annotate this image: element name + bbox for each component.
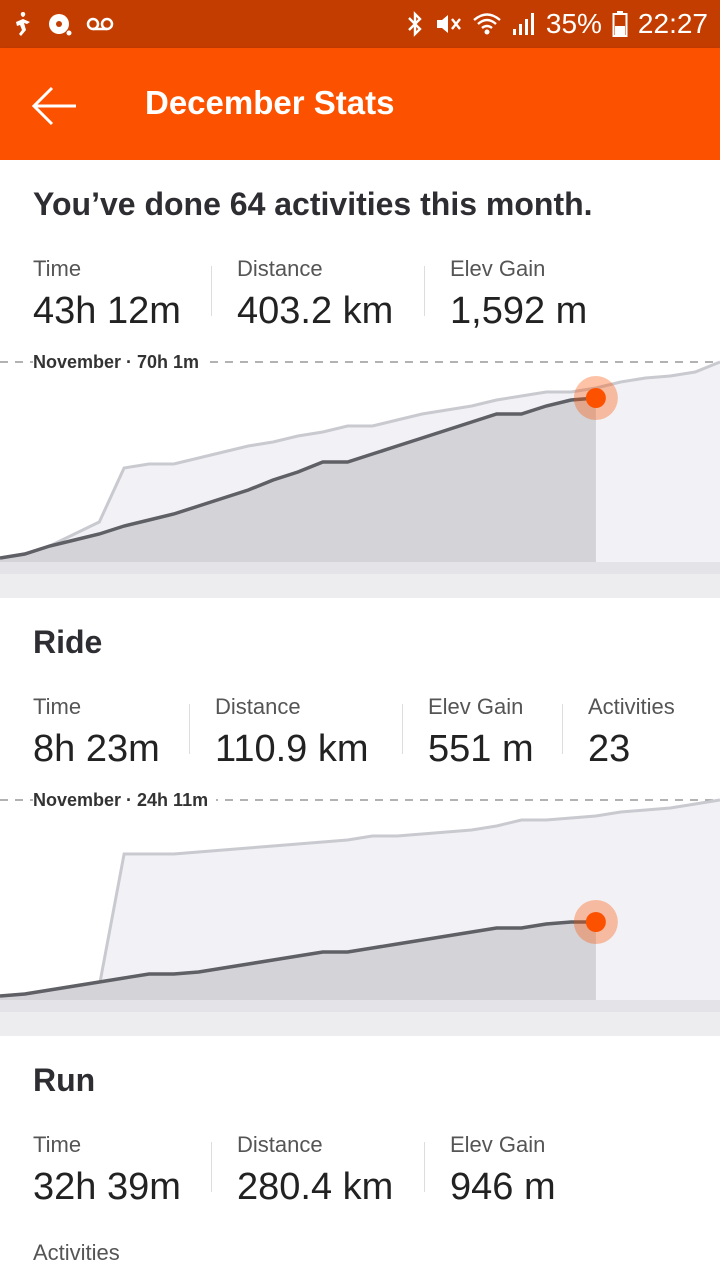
current-month-line [0, 920, 596, 998]
stat-divider [211, 266, 212, 316]
chart-baseline [0, 562, 720, 574]
stat-divider [424, 266, 425, 316]
stat-value: 1,592 m [450, 290, 588, 332]
previous-month-line [0, 360, 720, 562]
stat-label: Distance [237, 256, 323, 281]
stat-value: 8h 23m [33, 728, 160, 770]
wifi-icon [472, 11, 502, 37]
stat-label: Elev Gain [450, 256, 546, 281]
stat-label: Activities [33, 1240, 120, 1265]
status-right: 35% 22:27 [406, 8, 708, 40]
stat-divider [402, 704, 403, 754]
run-time-stat: Time 32h 39m [33, 1132, 181, 1209]
summary-progress-chart [0, 360, 720, 574]
run-card[interactable]: Run Time 32h 39m Distance 280.4 km Elev … [0, 1036, 720, 1280]
status-left-icons [12, 10, 114, 38]
previous-month-line [0, 798, 720, 1000]
summary-heading: You’ve done 64 activities this month. [33, 186, 593, 222]
stat-label: Elev Gain [450, 1132, 546, 1157]
chart-baseline [0, 1000, 720, 1012]
bluetooth-icon [406, 10, 424, 38]
status-bar: 35% 22:27 [0, 0, 720, 48]
current-marker-dot [585, 388, 606, 408]
summary-card[interactable]: You’ve done 64 activities this month. Ti… [0, 160, 720, 574]
hand-icon [12, 10, 34, 38]
stat-label: Activities [588, 694, 675, 719]
stat-value: 946 m [450, 1166, 556, 1208]
record-icon [48, 12, 72, 36]
run-heading: Run [33, 1062, 96, 1098]
stat-divider [211, 1142, 212, 1192]
ride-heading: Ride [33, 624, 103, 660]
back-arrow-icon[interactable] [26, 78, 82, 134]
stat-value: 23 [588, 728, 631, 770]
ride-distance-stat: Distance 110.9 km [215, 694, 368, 771]
stat-label: Time [33, 1132, 82, 1157]
signal-icon [512, 11, 536, 37]
run-elev-stat: Elev Gain 946 m [450, 1132, 556, 1209]
stat-label: Elev Gain [428, 694, 524, 719]
stat-value: 280.4 km [237, 1166, 394, 1208]
app-bar: December Stats [0, 48, 720, 160]
current-marker-dot [585, 912, 606, 932]
stat-value: 32h 39m [33, 1166, 181, 1208]
summary-distance-stat: Distance 403.2 km [237, 256, 393, 333]
ride-card[interactable]: Ride Time 8h 23m Distance 110.9 km Elev … [0, 598, 720, 1012]
ride-elev-stat: Elev Gain 551 m [428, 694, 534, 771]
summary-time-stat: Time 43h 12m [33, 256, 181, 333]
ride-activities-stat: Activities 23 [588, 694, 675, 771]
current-month-line [0, 396, 597, 560]
stat-label: Distance [237, 1132, 323, 1157]
clock: 22:27 [637, 8, 708, 39]
stat-value: 403.2 km [237, 290, 394, 332]
voicemail-icon [86, 16, 114, 32]
run-distance-stat: Distance 280.4 km [237, 1132, 393, 1209]
stat-divider [562, 704, 563, 754]
run-activities-stat: Activities [33, 1240, 120, 1274]
stat-value: 551 m [428, 728, 534, 770]
mute-icon [434, 10, 462, 38]
stat-label: Time [33, 256, 82, 281]
summary-elev-stat: Elev Gain 1,592 m [450, 256, 587, 333]
battery-icon [612, 10, 628, 38]
stat-label: Time [33, 694, 82, 719]
stat-label: Distance [215, 694, 301, 719]
stat-value: 43h 12m [33, 290, 181, 332]
stat-divider [189, 704, 190, 754]
ride-progress-chart [0, 798, 720, 1012]
summary-reference-label: November · 70h 1m [33, 352, 208, 373]
ride-time-stat: Time 8h 23m [33, 694, 160, 771]
ride-reference-label: November · 24h 11m [33, 790, 217, 811]
current-month-area [0, 922, 596, 1000]
stat-value: 110.9 km [215, 728, 369, 770]
stat-divider [424, 1142, 425, 1192]
battery-percent: 35% [545, 8, 602, 39]
page-title: December Stats [145, 84, 395, 121]
